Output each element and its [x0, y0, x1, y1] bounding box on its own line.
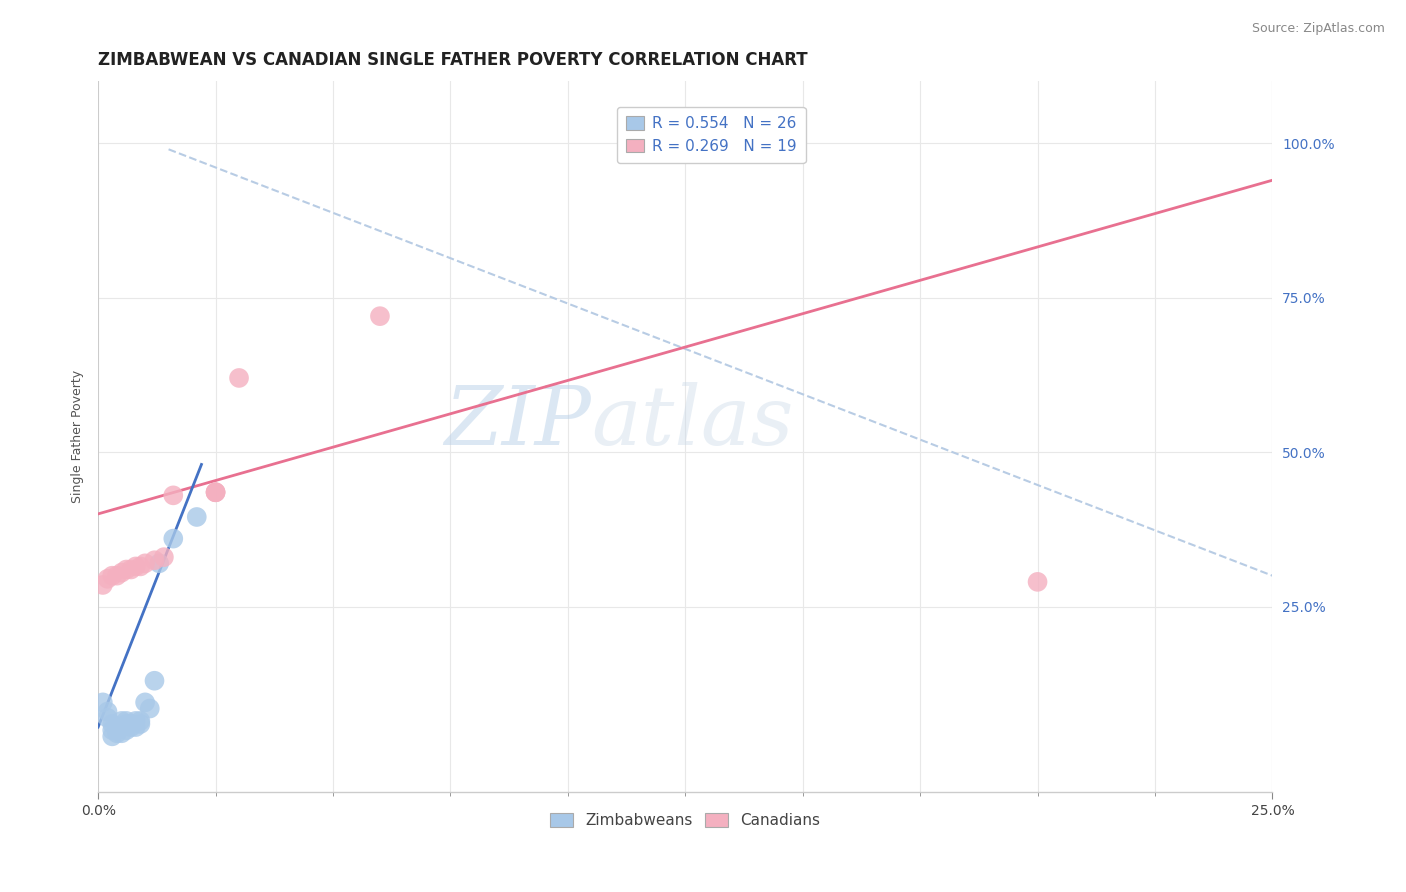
Point	[101, 730, 124, 744]
Point	[162, 532, 184, 546]
Point	[110, 714, 132, 728]
Point	[368, 309, 391, 323]
Point	[153, 550, 176, 565]
Y-axis label: Single Father Poverty: Single Father Poverty	[72, 370, 84, 503]
Point	[115, 717, 138, 731]
Point	[204, 485, 226, 500]
Point	[115, 562, 138, 576]
Point	[125, 559, 148, 574]
Point	[1026, 574, 1049, 589]
Point	[228, 371, 250, 385]
Point	[125, 714, 148, 728]
Point	[96, 705, 118, 719]
Point	[120, 717, 142, 731]
Point	[91, 695, 114, 709]
Point	[91, 578, 114, 592]
Text: Source: ZipAtlas.com: Source: ZipAtlas.com	[1251, 22, 1385, 36]
Point	[134, 695, 156, 709]
Point	[105, 726, 128, 740]
Point	[110, 720, 132, 734]
Point	[105, 720, 128, 734]
Point	[115, 714, 138, 728]
Point	[134, 557, 156, 571]
Point	[120, 720, 142, 734]
Point	[96, 711, 118, 725]
Point	[139, 701, 162, 715]
Point	[101, 717, 124, 731]
Point	[129, 717, 152, 731]
Point	[148, 557, 170, 571]
Point	[143, 553, 166, 567]
Point	[105, 568, 128, 582]
Point	[125, 720, 148, 734]
Point	[96, 572, 118, 586]
Point	[204, 485, 226, 500]
Point	[110, 566, 132, 580]
Text: ZIMBABWEAN VS CANADIAN SINGLE FATHER POVERTY CORRELATION CHART: ZIMBABWEAN VS CANADIAN SINGLE FATHER POV…	[98, 51, 808, 69]
Point	[162, 488, 184, 502]
Text: ZIP: ZIP	[444, 383, 592, 462]
Point	[101, 568, 124, 582]
Point	[129, 714, 152, 728]
Legend: Zimbabweans, Canadians: Zimbabweans, Canadians	[544, 806, 827, 834]
Point	[204, 485, 226, 500]
Point	[143, 673, 166, 688]
Text: atlas: atlas	[592, 383, 794, 462]
Point	[186, 510, 208, 524]
Point	[120, 562, 142, 576]
Point	[101, 723, 124, 738]
Point	[129, 559, 152, 574]
Point	[110, 726, 132, 740]
Point	[115, 723, 138, 738]
